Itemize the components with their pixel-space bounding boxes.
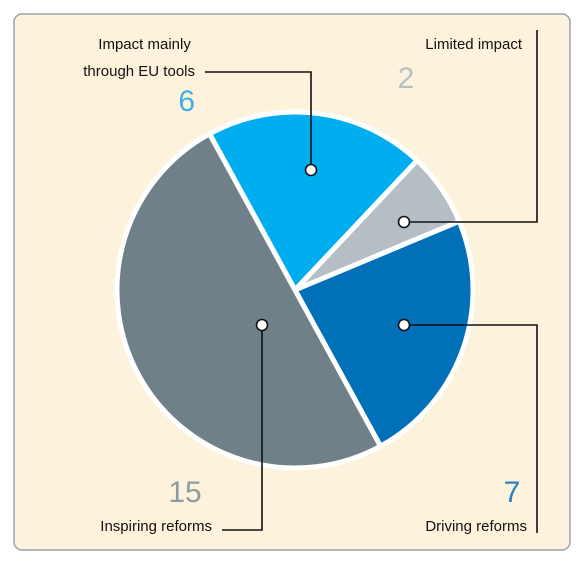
leaders xyxy=(205,30,538,533)
value-label: 7 xyxy=(504,476,521,509)
pie-slice xyxy=(114,131,383,471)
leader-line xyxy=(222,325,263,531)
slice-label: Inspiring reforms xyxy=(100,518,212,535)
label-line: Impact mainly xyxy=(98,36,191,53)
pie-slice xyxy=(292,218,476,449)
label-line: through EU tools xyxy=(83,63,195,80)
leader-line xyxy=(404,30,538,223)
leader-dot xyxy=(304,163,318,177)
leader-dot xyxy=(255,318,269,332)
leader-dot xyxy=(397,215,411,229)
leader-line xyxy=(404,324,538,533)
pie xyxy=(114,109,476,471)
pie-slice xyxy=(207,109,420,293)
value-label: 6 xyxy=(178,85,195,118)
leader-dot xyxy=(397,318,411,332)
leader-line xyxy=(205,71,312,170)
slice-label: Limited impact xyxy=(425,36,523,53)
value-label: 2 xyxy=(398,62,415,95)
value-label: 15 xyxy=(168,476,201,509)
slice-label: Impact mainly through EU tools xyxy=(83,36,195,80)
slice-label: Driving reforms xyxy=(425,518,527,535)
